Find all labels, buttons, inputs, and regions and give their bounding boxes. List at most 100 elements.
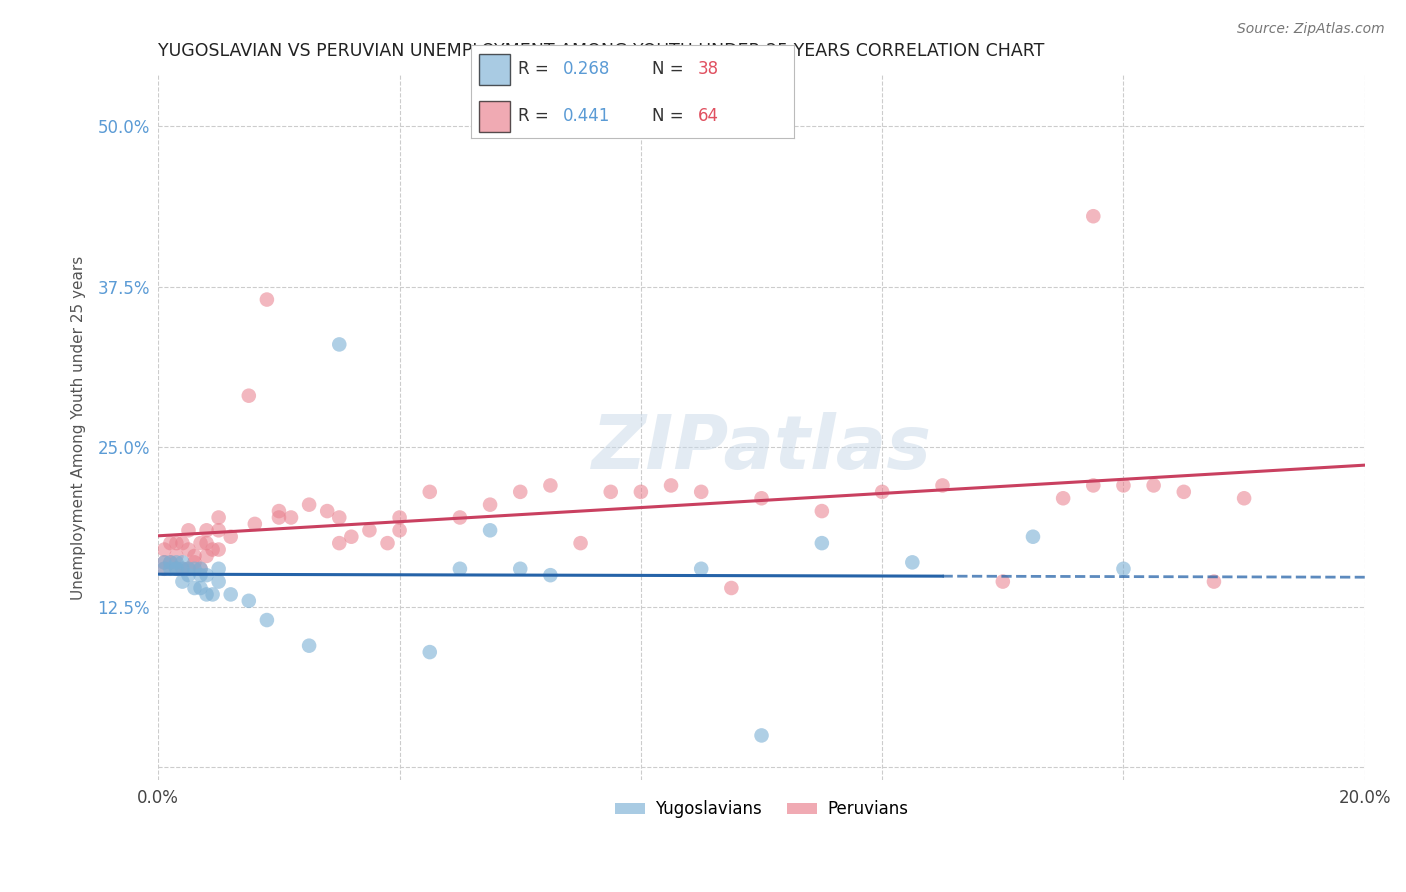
Text: N =: N =: [652, 61, 689, 78]
Point: [256, 293, 278, 307]
Point: [159, 536, 181, 550]
Point: [177, 568, 200, 582]
Point: [172, 574, 194, 589]
Point: [195, 524, 218, 538]
Point: [195, 549, 218, 563]
Point: [190, 581, 212, 595]
Point: [479, 524, 502, 538]
Point: [153, 555, 176, 569]
Point: [1022, 530, 1045, 544]
Point: [1052, 491, 1074, 506]
Point: [207, 524, 229, 538]
Point: [659, 478, 682, 492]
Point: [1142, 478, 1164, 492]
Point: [1233, 491, 1256, 506]
Text: YUGOSLAVIAN VS PERUVIAN UNEMPLOYMENT AMONG YOUTH UNDER 25 YEARS CORRELATION CHAR: YUGOSLAVIAN VS PERUVIAN UNEMPLOYMENT AMO…: [159, 42, 1045, 60]
Point: [207, 574, 229, 589]
Text: R =: R =: [517, 107, 554, 125]
Text: 0.268: 0.268: [564, 61, 610, 78]
Point: [238, 594, 260, 608]
Point: [751, 491, 773, 506]
Point: [298, 498, 321, 512]
Point: [165, 555, 187, 569]
Point: [931, 478, 953, 492]
Point: [720, 581, 742, 595]
Point: [172, 536, 194, 550]
Point: [153, 562, 176, 576]
Point: [479, 498, 502, 512]
Point: [811, 504, 834, 518]
Point: [177, 524, 200, 538]
Point: [1202, 574, 1225, 589]
Point: [340, 530, 363, 544]
Y-axis label: Unemployment Among Youth under 25 years: Unemployment Among Youth under 25 years: [72, 256, 86, 600]
Point: [177, 542, 200, 557]
Point: [316, 504, 339, 518]
Point: [811, 536, 834, 550]
Point: [201, 587, 224, 601]
Legend: Yugoslavians, Peruvians: Yugoslavians, Peruvians: [609, 794, 914, 825]
Point: [172, 555, 194, 569]
Point: [538, 568, 561, 582]
Point: [195, 536, 218, 550]
Point: [991, 574, 1014, 589]
Point: [509, 562, 531, 576]
Point: [901, 555, 924, 569]
Point: [280, 510, 302, 524]
Point: [359, 524, 381, 538]
Point: [690, 484, 713, 499]
Point: [1083, 478, 1105, 492]
FancyBboxPatch shape: [479, 101, 510, 132]
Point: [183, 581, 205, 595]
Text: Source: ZipAtlas.com: Source: ZipAtlas.com: [1237, 22, 1385, 37]
Text: R =: R =: [517, 61, 554, 78]
Text: ZIPatlas: ZIPatlas: [592, 412, 932, 485]
Point: [1112, 562, 1135, 576]
Point: [172, 562, 194, 576]
Point: [165, 549, 187, 563]
Point: [195, 587, 218, 601]
Point: [153, 555, 176, 569]
Point: [207, 562, 229, 576]
Point: [256, 613, 278, 627]
Point: [267, 510, 290, 524]
Point: [153, 562, 176, 576]
Point: [377, 536, 399, 550]
Point: [159, 555, 181, 569]
Point: [190, 562, 212, 576]
Point: [1083, 209, 1105, 223]
Point: [328, 337, 350, 351]
Point: [183, 549, 205, 563]
Point: [190, 536, 212, 550]
Point: [1173, 484, 1195, 499]
Point: [219, 587, 242, 601]
Point: [419, 645, 441, 659]
Point: [388, 524, 411, 538]
Point: [449, 562, 471, 576]
Point: [201, 542, 224, 557]
Point: [419, 484, 441, 499]
Point: [165, 562, 187, 576]
Point: [1112, 478, 1135, 492]
Point: [630, 484, 652, 499]
Point: [449, 510, 471, 524]
Point: [219, 530, 242, 544]
Point: [538, 478, 561, 492]
Point: [569, 536, 592, 550]
Point: [298, 639, 321, 653]
Point: [388, 510, 411, 524]
Text: 0.441: 0.441: [564, 107, 610, 125]
Point: [207, 542, 229, 557]
Point: [328, 536, 350, 550]
Point: [195, 568, 218, 582]
Point: [190, 562, 212, 576]
Point: [165, 562, 187, 576]
Point: [165, 536, 187, 550]
Point: [509, 484, 531, 499]
Text: N =: N =: [652, 107, 689, 125]
Point: [328, 510, 350, 524]
FancyBboxPatch shape: [479, 54, 510, 85]
Point: [183, 555, 205, 569]
Point: [690, 562, 713, 576]
Point: [172, 562, 194, 576]
